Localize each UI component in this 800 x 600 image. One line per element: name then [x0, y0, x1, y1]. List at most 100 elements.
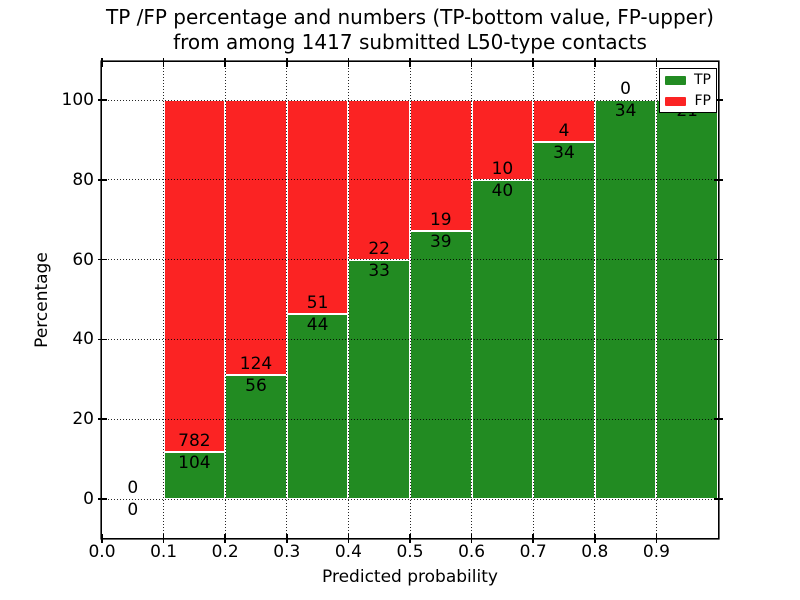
- gridline-v: [409, 62, 411, 538]
- legend-item-fp: FP: [665, 94, 711, 108]
- gridline-v: [655, 62, 657, 538]
- gridline-h: [102, 418, 718, 420]
- x-tick-mark-top: [347, 57, 350, 67]
- y-tick-mark: [97, 99, 107, 101]
- gridline-v: [163, 62, 165, 538]
- gridline-v: [532, 62, 534, 538]
- y-tick-mark-right: [713, 338, 723, 341]
- y-tick-mark-right: [713, 418, 723, 420]
- fp-count-label: 22: [368, 238, 390, 259]
- gridline-v: [286, 62, 288, 538]
- x-tick-label: 0.6: [458, 542, 486, 562]
- x-tick-mark: [470, 533, 473, 543]
- x-tick-mark: [594, 533, 596, 543]
- x-tick-label: 0.9: [642, 542, 670, 562]
- x-tick-mark-top: [224, 57, 226, 67]
- tp-count-label: 34: [614, 101, 637, 121]
- fp-count-label: 124: [239, 353, 273, 374]
- y-tick-mark: [97, 258, 107, 261]
- x-tick-label: 0.3: [273, 542, 301, 562]
- x-tick-mark-top: [594, 57, 596, 67]
- y-tick-mark: [97, 338, 107, 341]
- x-tick-mark-top: [470, 57, 473, 67]
- tp-count-label: 0: [127, 500, 139, 520]
- chart-title-line1: TP /FP percentage and numbers (TP-bottom…: [106, 5, 714, 29]
- x-tick-label: 0.8: [581, 542, 609, 562]
- tp-bar: [533, 142, 595, 499]
- plot-area: TP FP 0 0 782 104 124 56 51 44 22 33 19 39 10 40 4 34 0 3…: [102, 62, 718, 538]
- y-tick-label: 40: [72, 329, 94, 350]
- tp-bar: [225, 374, 287, 499]
- x-tick-mark: [409, 533, 411, 543]
- gridline-v: [224, 62, 226, 538]
- x-tick-mark: [101, 533, 103, 543]
- fp-swatch-icon: [665, 96, 686, 106]
- fp-bar: [163, 100, 226, 453]
- y-axis-label: Percentage: [32, 252, 52, 348]
- tp-count-label: 34: [553, 143, 575, 163]
- tp-count-label: 56: [245, 375, 267, 396]
- fp-bar: [286, 100, 349, 315]
- x-tick-mark: [347, 533, 350, 543]
- tp-count-label: 40: [491, 180, 514, 201]
- y-tick-label: 100: [61, 90, 94, 110]
- tp-swatch-icon: [665, 75, 686, 85]
- x-tick-label: 0.4: [334, 542, 362, 562]
- gridline-h: [102, 179, 718, 181]
- y-tick-mark: [97, 498, 107, 500]
- y-tick-mark-right: [713, 258, 723, 261]
- y-tick-mark-right: [713, 498, 723, 500]
- x-tick-mark: [162, 533, 165, 543]
- gridline-h: [102, 498, 718, 500]
- x-tick-mark: [224, 533, 226, 543]
- x-tick-mark: [286, 533, 288, 543]
- gridline-h: [102, 259, 718, 261]
- tp-bar: [656, 100, 718, 499]
- tp-count-label: 104: [178, 453, 211, 474]
- x-tick-label: 0.0: [88, 542, 116, 562]
- tp-count-label: 44: [306, 315, 329, 336]
- tp-count-label: 33: [368, 260, 390, 281]
- y-tick-mark: [97, 179, 107, 181]
- fp-count-label: 782: [178, 431, 211, 452]
- legend-label-fp: FP: [694, 93, 712, 109]
- x-tick-mark: [532, 533, 534, 543]
- x-axis-label: Predicted probability: [322, 567, 498, 587]
- fp-count-label: 10: [491, 158, 514, 179]
- fp-count-label: 4: [558, 121, 570, 141]
- gridline-h: [102, 338, 718, 340]
- y-tick-mark: [97, 418, 107, 420]
- x-tick-mark-top: [286, 57, 288, 67]
- x-tick-mark-top: [655, 57, 658, 67]
- tp-bar: [410, 230, 472, 499]
- x-tick-mark-top: [101, 57, 103, 67]
- legend: TP FP: [659, 68, 717, 113]
- x-tick-label: 0.2: [211, 542, 239, 562]
- gridline-h: [102, 99, 718, 101]
- y-tick-label: 60: [72, 249, 94, 270]
- legend-label-tp: TP: [694, 72, 711, 88]
- fp-count-label: 19: [429, 209, 452, 230]
- y-tick-mark-right: [713, 99, 723, 101]
- x-tick-label: 0.1: [150, 542, 178, 562]
- legend-item-tp: TP: [665, 73, 711, 87]
- gridline-v: [594, 62, 596, 538]
- tp-bar: [163, 452, 226, 499]
- x-tick-label: 0.5: [396, 542, 424, 562]
- x-tick-mark-top: [532, 57, 534, 67]
- gridline-v: [347, 62, 349, 538]
- chart-title-line2: from among 1417 submitted L50-type conta…: [173, 29, 647, 54]
- x-tick-label: 0.7: [519, 542, 547, 562]
- tp-count-label: 39: [429, 231, 452, 252]
- tp-bar: [348, 259, 410, 499]
- gridline-v: [471, 62, 473, 538]
- x-tick-mark-top: [409, 57, 411, 67]
- y-tick-label: 80: [72, 169, 94, 190]
- y-tick-label: 20: [72, 409, 94, 430]
- chart-title: TP /FP percentage and numbers (TP-bottom…: [102, 5, 718, 54]
- x-tick-mark: [655, 533, 658, 543]
- fp-bar: [225, 100, 287, 375]
- tp-bar: [594, 100, 657, 499]
- fp-count-label: 51: [306, 293, 329, 314]
